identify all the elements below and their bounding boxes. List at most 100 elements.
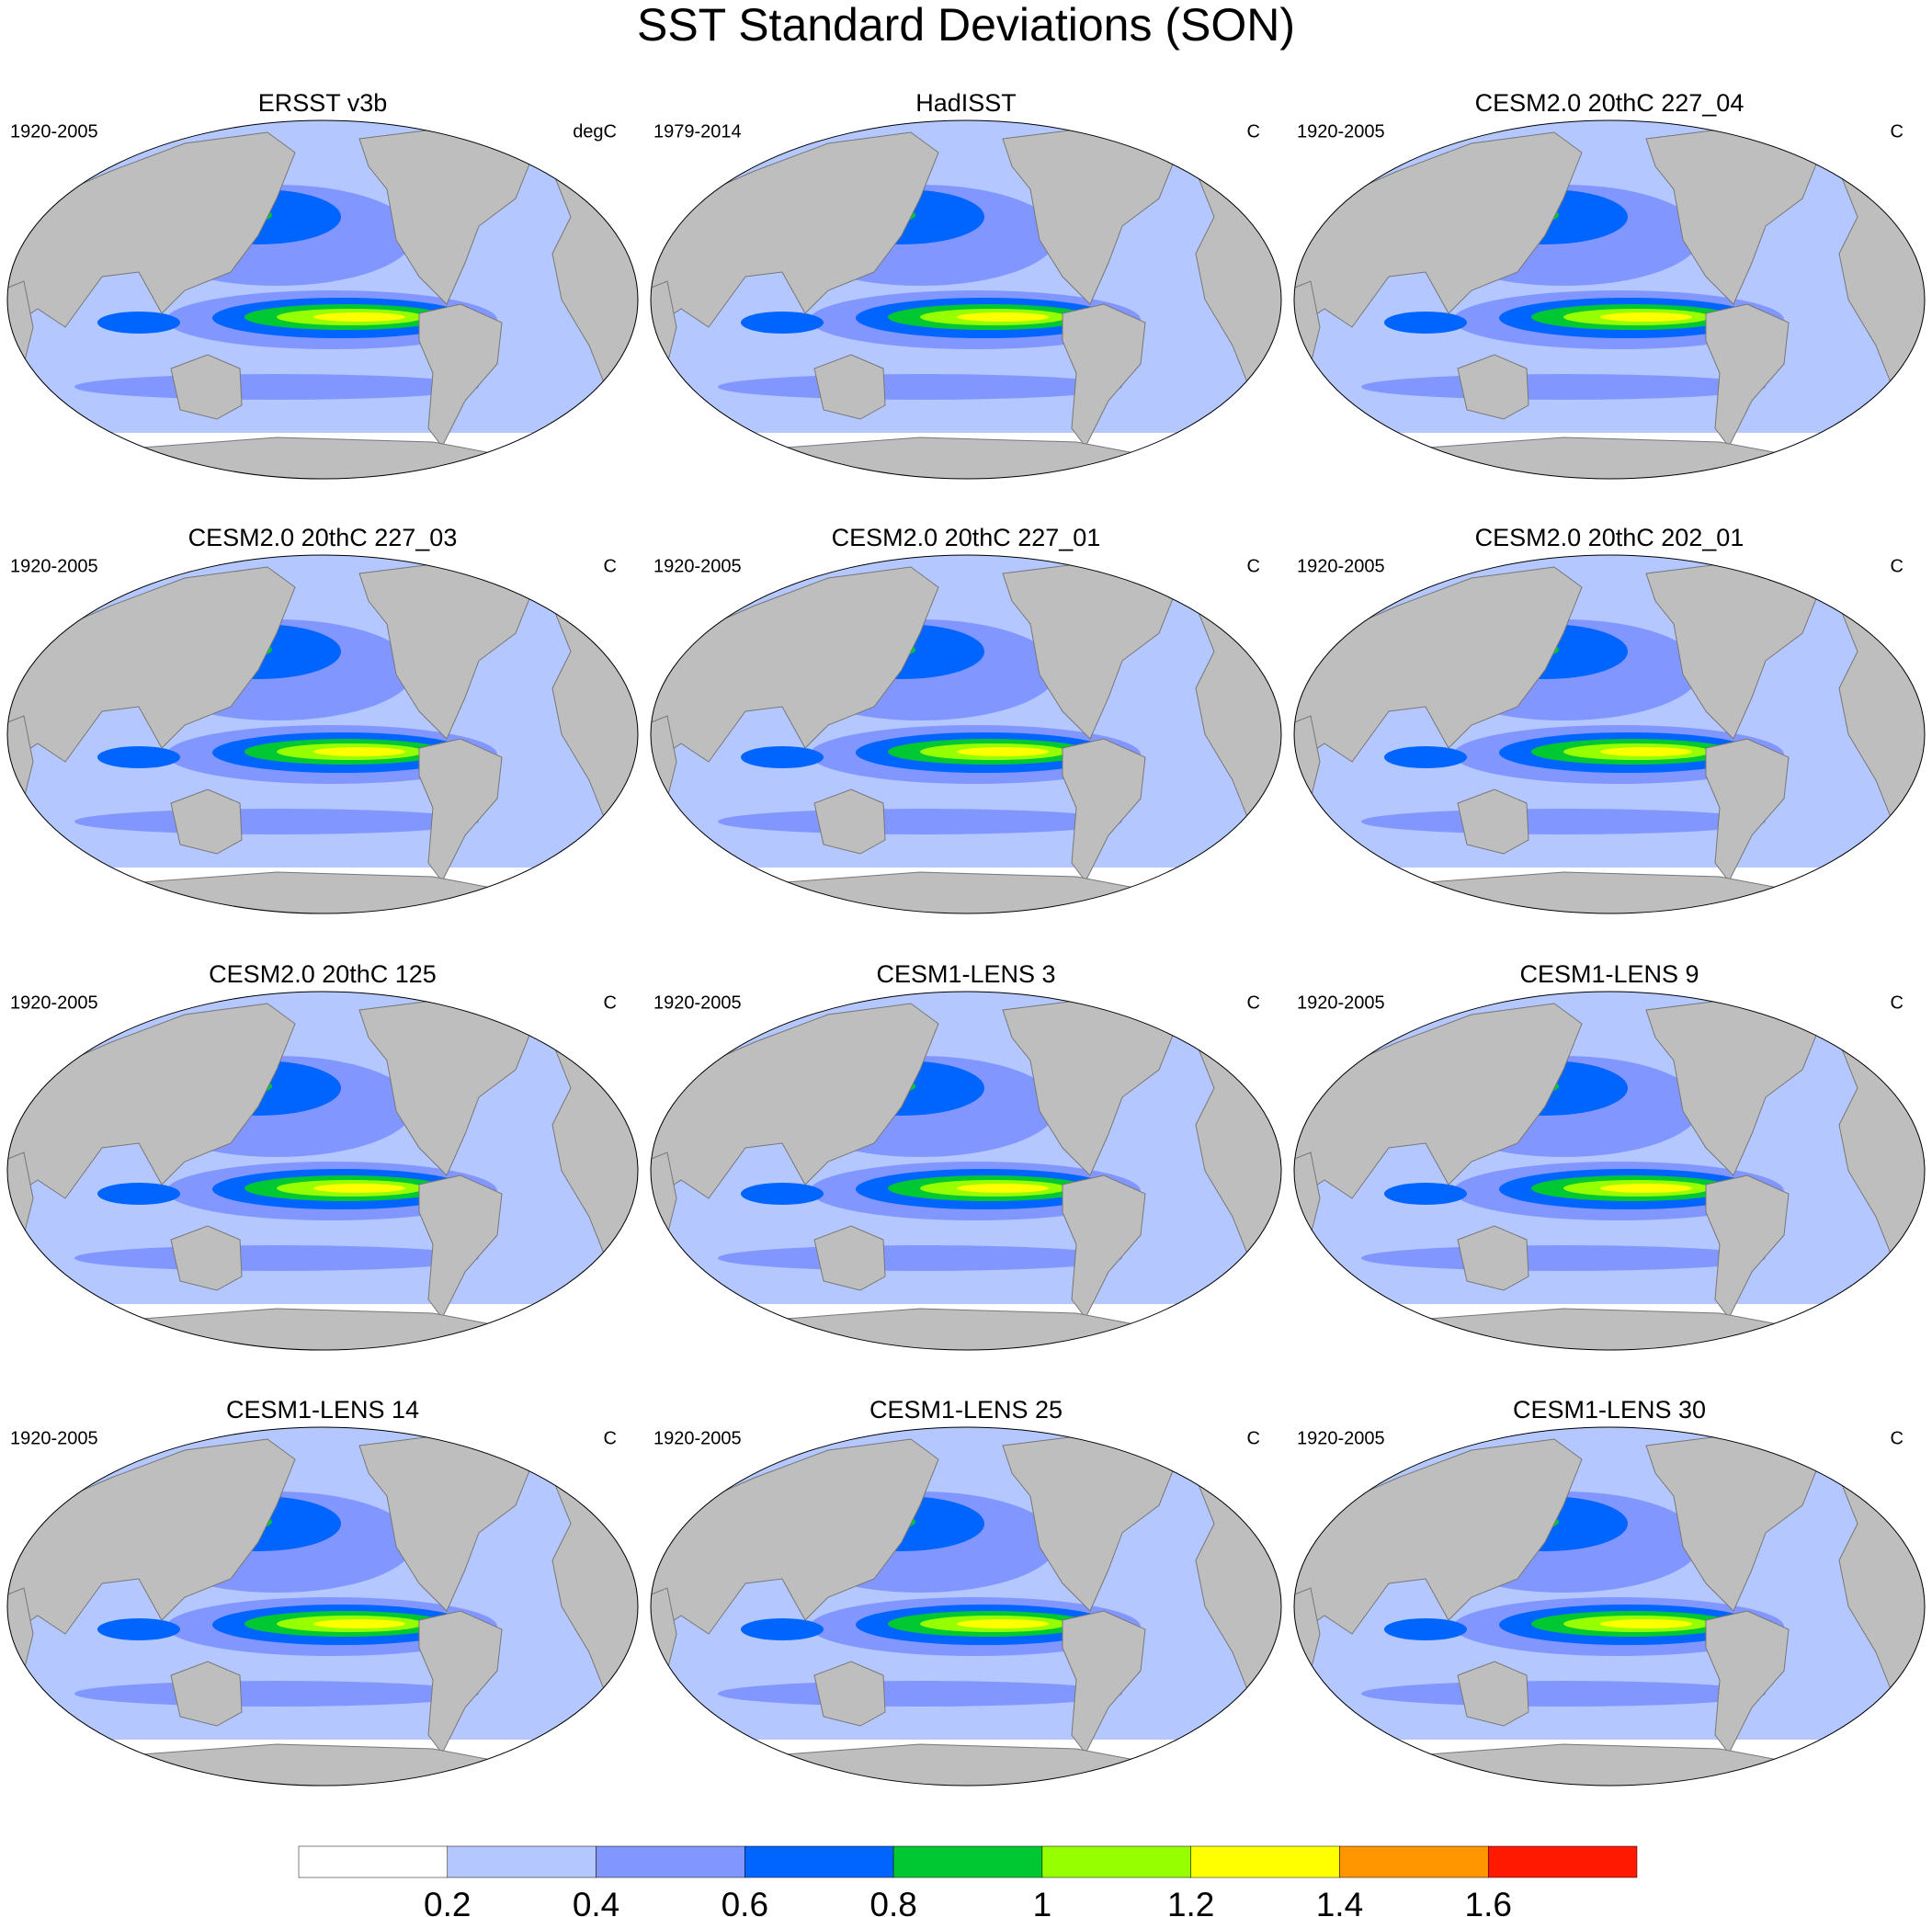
map-outline [650,119,1282,480]
land [170,788,243,855]
map-outline [1293,554,1926,914]
map-panel: ERSST v3b 1920-2005 degC [6,89,639,480]
variability-band [1600,1619,1692,1628]
variability-band [74,809,479,834]
map-outline [6,554,639,914]
map-panel: CESM2.0 20thC 125 1920-2005 C [6,960,639,1351]
variability-band [74,374,479,400]
map [1293,991,1926,1351]
map [1293,119,1926,480]
panel-period: 1920-2005 [1297,556,1385,576]
land [1457,1225,1529,1291]
variability-band [97,1183,180,1205]
land [1062,1174,1146,1319]
variability-band [957,1619,1049,1628]
map-outline [6,991,639,1351]
panel-period: 1920-2005 [653,1428,742,1448]
map-panel: CESM1-LENS 30 1920-2005 C [1293,1396,1926,1787]
variability-band [1600,1184,1692,1193]
land [7,566,296,763]
panel-title: CESM1-LENS 25 [869,1396,1063,1424]
land [1342,1308,1877,1350]
panel-period: 1920-2005 [1297,993,1385,1013]
land [813,788,886,855]
map-outline [650,554,1282,914]
variability-band [74,1245,479,1271]
land [418,1174,503,1319]
variability-band [718,1245,1122,1271]
panel-title: CESM2.0 20thC 125 [209,960,437,988]
map [6,554,639,914]
variability-band [1384,1618,1467,1640]
map-panel: HadISST 1979-2014 C [650,89,1282,480]
panel-period: 1920-2005 [10,993,98,1013]
land [651,131,939,328]
panel-period: 1920-2005 [10,121,98,142]
map-outline [6,1426,639,1787]
land [813,354,886,420]
panel-units: C [1891,1428,1904,1448]
land [1294,1003,1583,1199]
variability-band [97,1618,180,1640]
variability-band [97,312,180,334]
colorbar-swatch [1339,1845,1489,1878]
colorbar-label: 1.4 [1316,1886,1363,1917]
panel-title: CESM1-LENS 9 [1519,960,1699,988]
panel-units: C [1247,121,1260,142]
panel-units: C [604,556,617,576]
land [1294,131,1583,328]
panel-title: HadISST [915,89,1017,117]
panel-title: ERSST v3b [258,89,388,117]
panel-units: C [604,993,617,1013]
variability-band [1384,312,1467,334]
map-panel: CESM2.0 20thC 227_04 1920-2005 C [1293,89,1926,480]
variability-band [1384,746,1467,768]
map [1293,1426,1926,1787]
variability-band [718,809,1122,834]
colorbar-label: 1.6 [1465,1886,1512,1917]
land [651,1003,939,1199]
variability-band [1361,1681,1766,1707]
land [699,437,1233,479]
map-outline [1293,991,1926,1351]
colorbar-swatch [744,1845,894,1878]
variability-band [97,746,180,768]
variability-band [957,1184,1049,1193]
map [650,991,1282,1351]
variability-band [313,1619,405,1628]
land [1342,1743,1877,1786]
map-panel: CESM2.0 20thC 202_01 1920-2005 C [1293,524,1926,914]
land [699,871,1233,913]
variability-band [1384,1183,1467,1205]
variability-band [313,747,405,756]
colorbar-label: 0.8 [869,1886,916,1917]
land [699,1743,1233,1786]
variability-band [1600,747,1692,756]
variability-band [1361,1245,1766,1271]
map-field [1294,120,1925,479]
land [699,1308,1233,1350]
colorbar-swatch [596,1845,745,1878]
colorbar-label: 1.2 [1167,1886,1214,1917]
map-panel: CESM1-LENS 3 1920-2005 C [650,960,1282,1351]
land [170,1225,243,1291]
variability-band [957,747,1049,756]
map-field [651,555,1281,913]
map-field [7,1427,638,1786]
variability-band [741,746,824,768]
map-panel: CESM1-LENS 14 1920-2005 C [6,1396,639,1787]
map [650,119,1282,480]
map-outline [650,1426,1282,1787]
panel-period: 1920-2005 [1297,121,1385,142]
land [55,871,590,913]
map-outline [1293,119,1926,480]
land [55,437,590,479]
map [6,991,639,1351]
colorbar-swatch [1190,1845,1340,1878]
map [1293,554,1926,914]
land [651,566,939,763]
land [1457,788,1529,855]
panel-units: C [1247,556,1260,576]
variability-band [718,1681,1122,1707]
panel-units: C [1247,993,1260,1013]
